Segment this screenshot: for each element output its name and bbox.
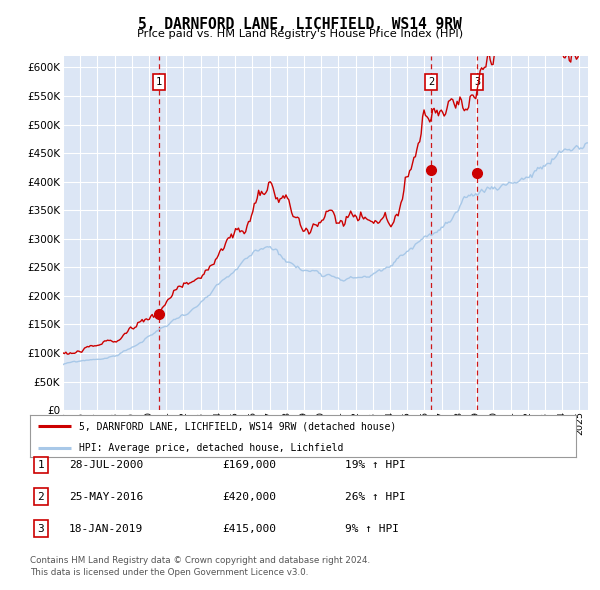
Text: 3: 3 [37,524,44,533]
Text: 5, DARNFORD LANE, LICHFIELD, WS14 9RW: 5, DARNFORD LANE, LICHFIELD, WS14 9RW [138,17,462,31]
Text: HPI: Average price, detached house, Lichfield: HPI: Average price, detached house, Lich… [79,443,344,453]
Text: Price paid vs. HM Land Registry's House Price Index (HPI): Price paid vs. HM Land Registry's House … [137,29,463,39]
Text: Contains HM Land Registry data © Crown copyright and database right 2024.
This d: Contains HM Land Registry data © Crown c… [30,556,370,577]
Text: 3: 3 [474,77,480,87]
Text: 1: 1 [156,77,162,87]
Text: 5, DARNFORD LANE, LICHFIELD, WS14 9RW (detached house): 5, DARNFORD LANE, LICHFIELD, WS14 9RW (d… [79,421,397,431]
Text: £169,000: £169,000 [222,460,276,470]
Text: 28-JUL-2000: 28-JUL-2000 [69,460,143,470]
Text: 26% ↑ HPI: 26% ↑ HPI [345,492,406,502]
Text: 19% ↑ HPI: 19% ↑ HPI [345,460,406,470]
Text: 2: 2 [37,492,44,502]
Text: £415,000: £415,000 [222,524,276,533]
Text: 9% ↑ HPI: 9% ↑ HPI [345,524,399,533]
Text: £420,000: £420,000 [222,492,276,502]
Text: 18-JAN-2019: 18-JAN-2019 [69,524,143,533]
Text: 1: 1 [37,460,44,470]
Text: 2: 2 [428,77,434,87]
Text: 25-MAY-2016: 25-MAY-2016 [69,492,143,502]
